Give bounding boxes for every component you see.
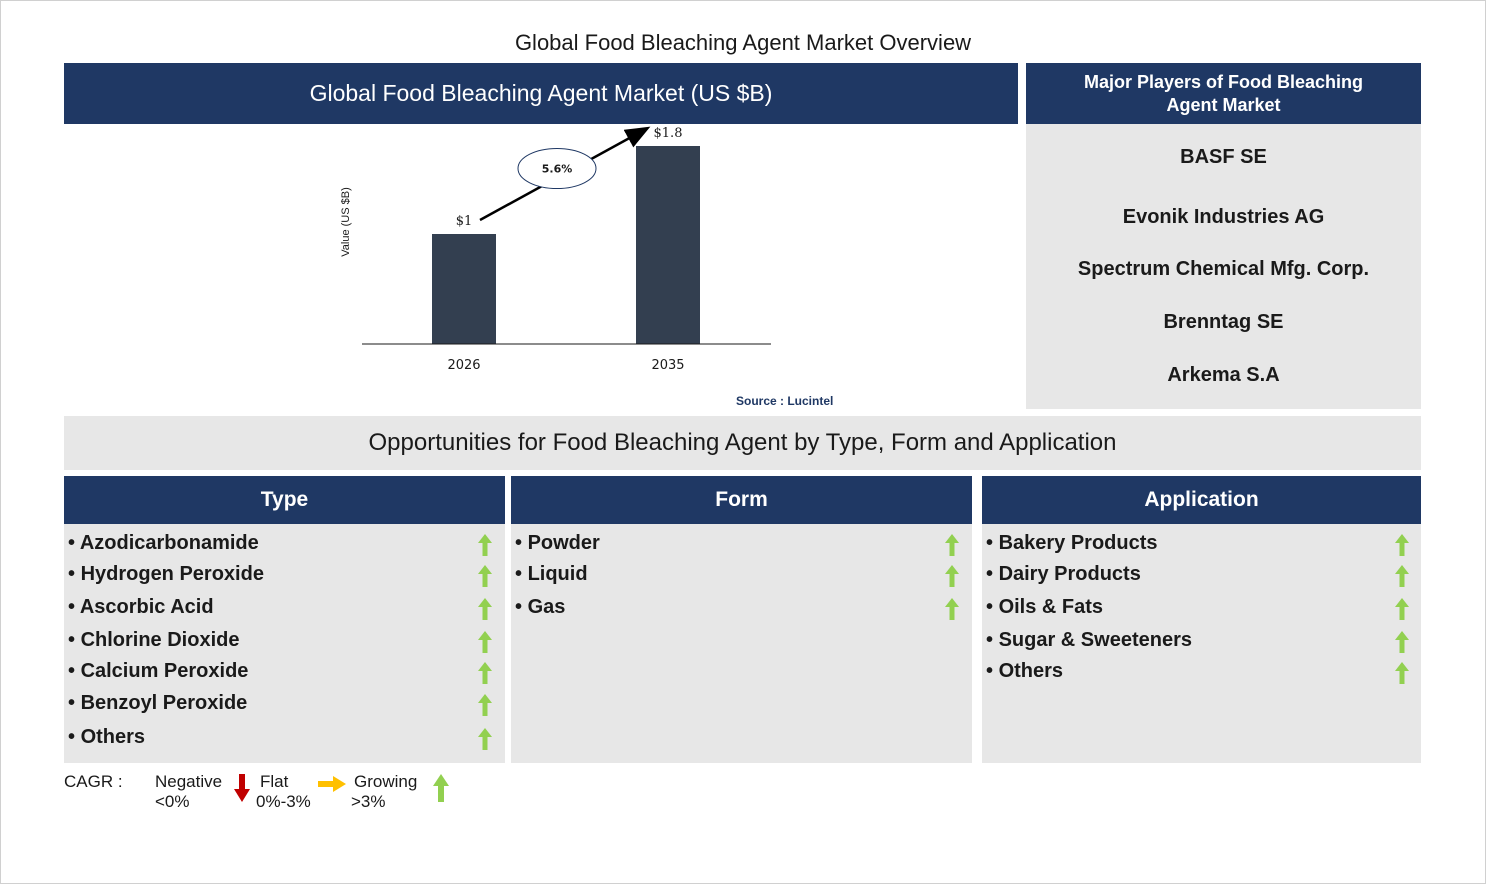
growing-arrow-icon [1395, 662, 1409, 684]
form-column-header: Form [511, 476, 972, 524]
legend-cagr-label: CAGR : [64, 772, 123, 791]
list-item-label: Ascorbic Acid [79, 596, 214, 618]
player-item: BASF SE [1180, 146, 1267, 168]
players-header: Major Players of Food Bleaching Agent Ma… [1026, 63, 1421, 124]
growing-arrow-icon [945, 598, 959, 620]
growing-arrow-icon [945, 534, 959, 556]
list-item-label: Chlorine Dioxide [80, 629, 240, 651]
bullet: • [515, 563, 528, 585]
list-item: • Chlorine Dioxide [68, 629, 239, 652]
legend-negative-range: <0% [155, 792, 190, 811]
list-item: • Oils & Fats [986, 596, 1103, 619]
legend-flat-range: 0%-3% [256, 792, 311, 811]
players-panel: BASF SE Evonik Industries AG Spectrum Ch… [1026, 124, 1421, 409]
list-item-label: Dairy Products [998, 563, 1141, 585]
list-item: • Others [986, 660, 1063, 683]
growing-arrow-icon [478, 694, 492, 716]
bullet: • [986, 660, 999, 682]
down-arrow-icon [234, 774, 250, 802]
bullet: • [68, 692, 81, 714]
list-item: • Hydrogen Peroxide [68, 563, 264, 586]
list-item: • Calcium Peroxide [68, 660, 248, 683]
bullet: • [515, 596, 528, 618]
type-column-header: Type [64, 476, 505, 524]
growing-arrow-icon [478, 565, 492, 587]
list-item: • Dairy Products [986, 563, 1141, 586]
legend-growing-range: >3% [351, 792, 386, 811]
growing-arrow-icon [1395, 598, 1409, 620]
bullet: • [68, 563, 81, 585]
bullet: • [68, 532, 80, 554]
legend-negative-label: Negative [155, 772, 223, 791]
list-item: • Liquid [515, 563, 588, 586]
list-item-label: Calcium Peroxide [80, 660, 249, 682]
up-arrow-icon [433, 774, 449, 802]
list-item-label: Benzoyl Peroxide [80, 692, 248, 714]
list-item-label: Gas [527, 596, 566, 618]
list-item: • Benzoyl Peroxide [68, 692, 247, 715]
bullet: • [515, 532, 528, 554]
list-item-label: Sugar & Sweeteners [998, 629, 1192, 651]
growing-arrow-icon [478, 534, 492, 556]
player-item: Arkema S.A [1167, 364, 1280, 386]
growing-arrow-icon [1395, 534, 1409, 556]
type-column: • Azodicarbonamide • Hydrogen Peroxide • A… [64, 524, 505, 763]
list-item-label: Others [80, 726, 146, 748]
player-item: Brenntag SE [1163, 311, 1284, 333]
list-item: • Azodicarbonamide [68, 532, 259, 555]
legend-growing-label: Growing [354, 772, 418, 791]
list-item-label: Liquid [527, 563, 588, 585]
list-item: • Others [68, 726, 145, 749]
bullet: • [986, 596, 999, 618]
growing-arrow-icon [478, 662, 492, 684]
list-item-label: Powder [527, 532, 600, 554]
bullet: • [986, 629, 999, 651]
list-item: • Sugar & Sweeteners [986, 629, 1192, 652]
growing-arrow-icon [478, 631, 492, 653]
growing-arrow-icon [1395, 565, 1409, 587]
list-item-label: Oils & Fats [998, 596, 1104, 618]
player-item: Spectrum Chemical Mfg. Corp. [1077, 258, 1370, 280]
bullet: • [68, 629, 81, 651]
bullet: • [68, 726, 81, 748]
application-column: • Bakery Products • Dairy Products • Oils … [982, 524, 1421, 763]
growing-arrow-icon [1395, 631, 1409, 653]
bullet: • [986, 532, 999, 554]
legend-flat-label: Flat [260, 772, 289, 791]
list-item: • Powder [515, 532, 600, 555]
list-item: • Bakery Products [986, 532, 1158, 555]
list-item-label: Bakery Products [998, 532, 1158, 554]
list-item: • Ascorbic Acid [68, 596, 214, 619]
growing-arrow-icon [945, 565, 959, 587]
growing-arrow-icon [478, 728, 492, 750]
list-item: • Gas [515, 596, 565, 619]
list-item-label: Azodicarbonamide [79, 532, 259, 554]
opportunities-header: Opportunities for Food Bleaching Agent b… [64, 416, 1421, 470]
growing-arrow-icon [478, 598, 492, 620]
list-item-label: Hydrogen Peroxide [80, 563, 264, 585]
page-title: Global Food Bleaching Agent Market Overv… [514, 30, 972, 55]
application-column-header: Application [982, 476, 1421, 524]
chart-header: Global Food Bleaching Agent Market (US $… [64, 63, 1018, 124]
bullet: • [68, 596, 80, 618]
bullet: • [68, 660, 81, 682]
source-note: Source : Lucintel [736, 394, 834, 408]
form-column: • Powder • Liquid • Gas [511, 524, 972, 763]
bullet: • [986, 563, 999, 585]
right-arrow-icon [318, 776, 346, 792]
list-item-label: Others [998, 660, 1064, 682]
player-item: Evonik Industries AG [1122, 206, 1325, 228]
